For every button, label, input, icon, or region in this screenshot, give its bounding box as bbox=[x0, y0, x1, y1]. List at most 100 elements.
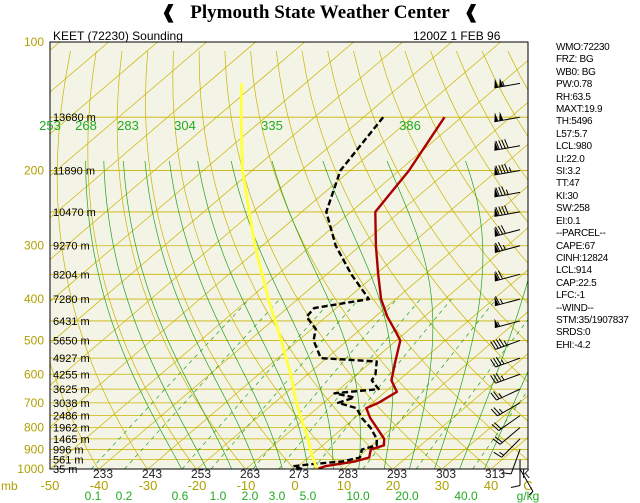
index-entry: WB0: BG bbox=[556, 66, 596, 78]
mixing-ratio-label: 0.1 bbox=[85, 489, 102, 503]
wet-adiabat-label: 335 bbox=[261, 118, 283, 133]
wet-adiabat-label: 268 bbox=[75, 118, 97, 133]
height-label: 4927 m bbox=[53, 353, 90, 365]
mixing-ratio-label: 0.6 bbox=[172, 489, 189, 503]
mixing-ratio-label: g/kg bbox=[517, 489, 540, 503]
dry-adiabat-line bbox=[87, 50, 197, 469]
profile-layer bbox=[239, 83, 446, 469]
banner-flag-icon: ❰ bbox=[161, 2, 177, 22]
index-entry: WMO:72230 bbox=[556, 42, 610, 53]
index-entry: SW:258 bbox=[556, 203, 590, 215]
wet-adiabat-line bbox=[169, 160, 283, 469]
mixing-ratio-label: 0.2 bbox=[116, 489, 133, 503]
index-entry: SI:3.2 bbox=[556, 166, 581, 178]
wet-adiabat-line bbox=[230, 160, 334, 469]
index-entry: L57:5.7 bbox=[556, 128, 588, 140]
stability-index-panel: WMO:72230 FRZ: BG WB0: BG PW:0.78 RH:63.5 MAX… bbox=[556, 42, 640, 352]
dry-adiabat-line bbox=[327, 50, 528, 383]
wind-barb bbox=[493, 438, 521, 458]
wind-barb bbox=[494, 296, 521, 307]
wind-barb bbox=[519, 468, 534, 496]
mixing-ratio-line bbox=[278, 298, 421, 469]
time-label: 1200Z 1 FEB 96 bbox=[413, 29, 501, 43]
theta-e-label: 313 bbox=[485, 467, 505, 481]
index-entry: CAP:22.5 bbox=[556, 277, 597, 289]
isotherm-line bbox=[0, 42, 11, 469]
dry-adiabat-line bbox=[378, 50, 528, 304]
height-label: 10470 m bbox=[53, 207, 96, 219]
mixing-ratio-label: 1.0 bbox=[210, 489, 227, 503]
dry-adiabat-line bbox=[275, 50, 528, 461]
wind-barb bbox=[490, 338, 521, 350]
wind-barb bbox=[492, 427, 521, 445]
mixing-ratio-line bbox=[181, 298, 333, 469]
wet-adiabat-line bbox=[197, 160, 309, 469]
wet-adiabat-line bbox=[271, 160, 361, 469]
mixing-ratio-line bbox=[252, 298, 398, 469]
wet-adiabat-line bbox=[484, 370, 528, 469]
wet-adiabat-line bbox=[434, 160, 484, 469]
mixing-ratio-line bbox=[124, 298, 281, 469]
height-label: 4255 m bbox=[53, 369, 90, 381]
mixing-ratio-line bbox=[210, 298, 360, 469]
index-entry: --PARCEL-- bbox=[556, 228, 606, 240]
index-entry: KI:30 bbox=[556, 190, 578, 202]
mixing-ratio-label: 5.0 bbox=[300, 489, 317, 503]
theta-e-label: 303 bbox=[436, 467, 456, 481]
wet-adiabat-line bbox=[386, 160, 434, 469]
wind-barb bbox=[494, 241, 521, 253]
mixing-ratio-label: 2.0 bbox=[242, 489, 259, 503]
mixing-ratio-line bbox=[362, 298, 497, 469]
temperature-tick-label: -40 bbox=[90, 478, 109, 493]
wet-adiabat-line bbox=[103, 160, 207, 469]
pressure-tick-label: 800 bbox=[24, 421, 44, 435]
pressure-tick-label: 1000 bbox=[17, 462, 44, 476]
plot-frame bbox=[49, 41, 529, 470]
theta-e-label: 283 bbox=[338, 467, 358, 481]
height-label: 1465 m bbox=[53, 434, 90, 446]
height-label: 1962 m bbox=[53, 423, 90, 435]
temperature-tick-label: -30 bbox=[139, 478, 158, 493]
height-label: 5650 m bbox=[53, 335, 90, 347]
temperature-tick-label: -50 bbox=[41, 478, 60, 493]
index-entry: TH:5496 bbox=[556, 116, 593, 128]
dry-adiabat-line bbox=[353, 50, 528, 344]
wind-barb bbox=[501, 449, 521, 475]
isotherm-line bbox=[50, 42, 403, 344]
isotherm-line bbox=[50, 42, 207, 177]
mixing-ratio-label: 40.0 bbox=[454, 489, 478, 503]
temperature-profile-line bbox=[316, 116, 446, 469]
wind-barb bbox=[494, 111, 521, 123]
height-label: 2486 m bbox=[53, 411, 90, 423]
index-entry: EI:0.1 bbox=[556, 215, 581, 227]
theta-e-label: 243 bbox=[142, 467, 162, 481]
index-entry: SRDS:0 bbox=[556, 327, 591, 339]
height-label: 13680 m bbox=[53, 112, 96, 124]
isotherm-line bbox=[50, 42, 452, 386]
station-label: KEET (72230) Sounding bbox=[53, 29, 183, 43]
index-entry: CINH:12824 bbox=[556, 252, 609, 264]
dry-adiabat-line bbox=[430, 50, 528, 223]
pressure-tick-label: 400 bbox=[24, 292, 44, 306]
isotherm-line bbox=[343, 311, 528, 469]
index-entry: MAXT:19.9 bbox=[556, 104, 603, 116]
isotherm-line bbox=[98, 101, 528, 469]
isotherm-line bbox=[50, 42, 158, 135]
wind-barb bbox=[494, 163, 521, 176]
index-entry: LFC:-1 bbox=[556, 290, 585, 302]
isotherm-line bbox=[147, 143, 528, 469]
index-entry: LCL:980 bbox=[556, 141, 592, 153]
height-label: 3038 m bbox=[53, 398, 90, 410]
index-entry: LCL:914 bbox=[556, 265, 592, 277]
dry-adiabat-line bbox=[56, 50, 148, 469]
wet-adiabat-line bbox=[144, 160, 258, 469]
mixing-ratio-label: 3.0 bbox=[269, 489, 286, 503]
wet-adiabat-label: 253 bbox=[39, 118, 61, 133]
wind-barb bbox=[494, 186, 521, 198]
dry-adiabat-line bbox=[224, 50, 442, 469]
mixing-ratio-label: 10.0 bbox=[346, 489, 370, 503]
wind-barb bbox=[494, 318, 521, 329]
plot-background bbox=[50, 42, 528, 469]
page-title: ❰ Plymouth State Weather Center ❰ bbox=[0, 0, 640, 24]
